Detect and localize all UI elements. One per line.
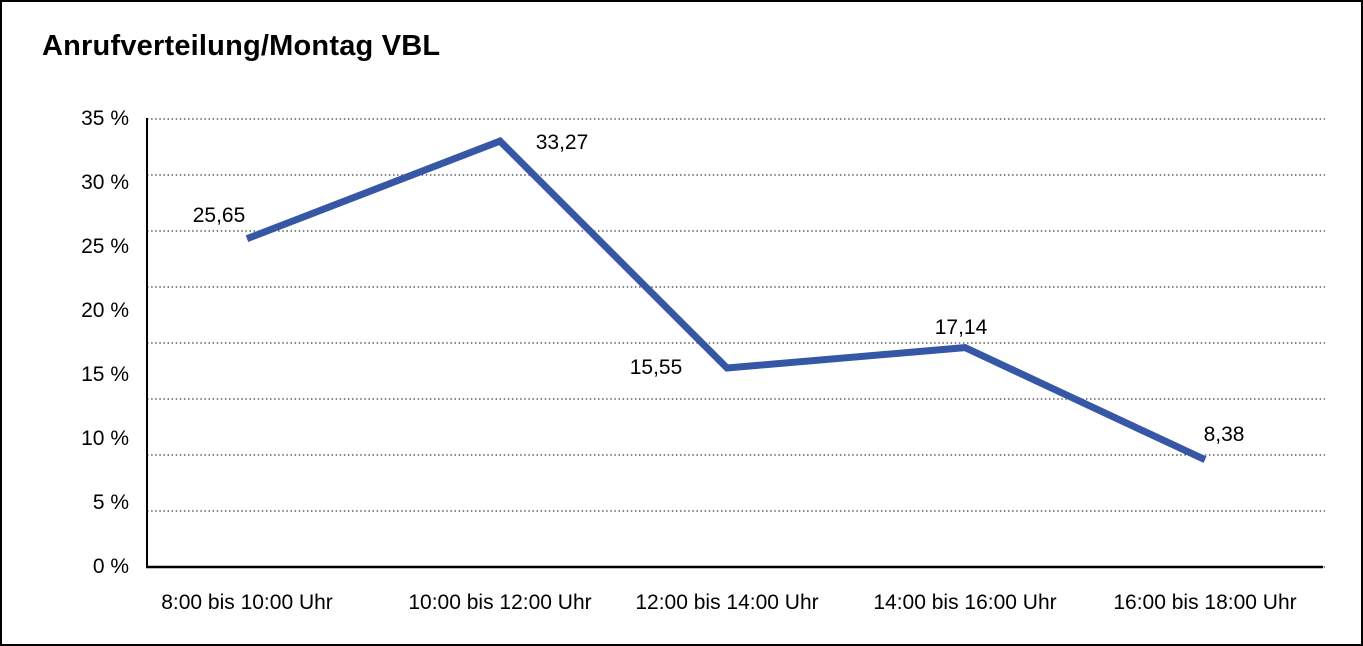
x-axis-tick-label: 8:00 bis 10:00 Uhr: [161, 591, 333, 614]
y-axis-tick-label: 35 %: [81, 107, 129, 130]
data-point-value-label: 15,55: [629, 355, 683, 379]
data-point-value-label: 8,38: [1203, 422, 1245, 446]
chart-title: Anrufverteilung/Montag VBL: [42, 30, 441, 62]
y-axis-tick-label: 10 %: [81, 427, 129, 450]
x-axis-tick-label: 14:00 bis 16:00 Uhr: [873, 591, 1057, 614]
y-axis-tick-label: 0 %: [92, 555, 129, 578]
y-axis-tick-label: 25 %: [81, 235, 129, 258]
data-point-value-label: 17,14: [934, 315, 988, 339]
x-axis-tick-label: 12:00 bis 14:00 Uhr: [635, 591, 819, 614]
y-axis-tick-label: 30 %: [81, 171, 129, 194]
data-line-series: [245, 137, 1207, 463]
x-axis-tick-label: 16:00 bis 18:00 Uhr: [1113, 591, 1297, 614]
y-axis-tick-label: 20 %: [81, 299, 129, 322]
data-point-value-label: 25,65: [192, 203, 246, 227]
data-point-value-label: 33,27: [535, 131, 589, 155]
y-axis-tick-label: 5 %: [92, 491, 129, 514]
y-axis-tick-label: 15 %: [81, 363, 129, 386]
x-axis-tick-label: 10:00 bis 12:00 Uhr: [408, 591, 592, 614]
